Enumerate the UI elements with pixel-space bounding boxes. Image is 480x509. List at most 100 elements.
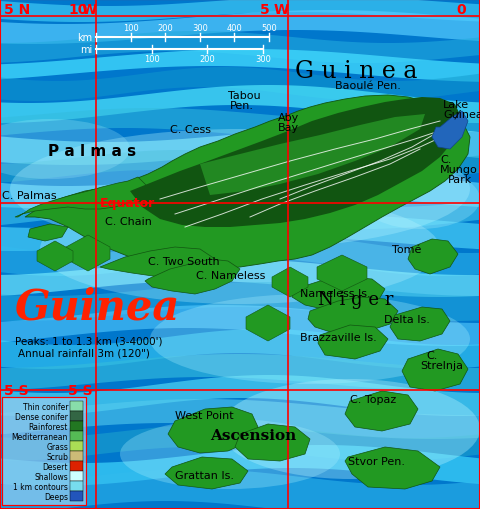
Text: Guinea: Guinea [15,287,180,328]
Text: km: km [77,33,92,43]
Polygon shape [390,307,450,342]
Text: 400: 400 [227,24,242,33]
Text: C. Topaz: C. Topaz [350,394,396,404]
Text: C.: C. [426,350,437,360]
Text: N i g e r: N i g e r [318,291,394,308]
Text: Ascension: Ascension [210,428,296,442]
Text: C. Two South: C. Two South [148,257,220,267]
Polygon shape [0,375,480,416]
Polygon shape [432,112,468,150]
Text: 300: 300 [192,24,208,33]
Polygon shape [0,11,480,45]
Text: C. Nameless: C. Nameless [196,270,265,280]
Bar [70,451,83,461]
Polygon shape [15,178,148,217]
Polygon shape [0,329,480,369]
Text: 300: 300 [255,55,271,64]
Bar [70,491,83,501]
Polygon shape [0,168,480,209]
Bar [70,431,83,441]
Polygon shape [37,242,73,271]
Polygon shape [0,109,480,140]
Text: Guinea: Guinea [443,110,480,120]
Text: Nameless Is.: Nameless Is. [300,289,371,298]
Text: 100: 100 [123,24,138,33]
Bar [70,461,83,471]
Text: G u i n e a: G u i n e a [295,61,418,83]
Text: Grattan Is.: Grattan Is. [175,470,234,480]
Text: Dense conifer: Dense conifer [15,412,68,421]
Polygon shape [408,240,458,274]
Text: 5: 5 [260,3,270,17]
Text: Aby: Aby [278,113,299,123]
Polygon shape [25,96,470,271]
Polygon shape [0,399,480,439]
Polygon shape [272,267,308,297]
Text: 100: 100 [144,55,159,64]
Polygon shape [0,305,480,346]
Text: Deeps: Deeps [44,492,68,501]
Bar [70,421,83,431]
Polygon shape [0,68,480,102]
Text: C.: C. [440,155,451,165]
Text: Strelnja: Strelnja [420,360,463,370]
Polygon shape [235,424,310,461]
Polygon shape [0,0,480,23]
Text: C. Palmas: C. Palmas [2,191,57,201]
Ellipse shape [120,419,340,489]
Polygon shape [292,277,385,312]
Text: Park: Park [448,175,472,185]
Text: C. Chain: C. Chain [105,216,152,227]
Polygon shape [0,215,480,251]
Polygon shape [200,115,425,195]
Ellipse shape [220,379,480,479]
Text: P a l m a s: P a l m a s [48,144,136,159]
Bar [70,441,83,451]
Text: Brazzaville Is.: Brazzaville Is. [300,332,377,343]
Polygon shape [100,247,215,277]
Text: 5 N: 5 N [4,3,30,17]
Text: Mungo: Mungo [440,165,478,175]
Text: Peaks: 1 to 1.3 km (3-4000'): Peaks: 1 to 1.3 km (3-4000') [15,336,163,346]
Polygon shape [0,50,480,82]
Polygon shape [0,86,480,124]
Text: W: W [274,3,289,17]
Polygon shape [308,297,398,335]
Text: Thin conifer: Thin conifer [23,402,68,411]
Ellipse shape [150,294,470,384]
Bar [2,397,86,505]
Text: Baoulé Pen.: Baoulé Pen. [335,81,401,91]
Text: 1 km contours: 1 km contours [13,482,68,491]
Text: Tomé: Tomé [392,244,421,254]
Polygon shape [317,256,367,292]
Text: Grass: Grass [46,442,68,451]
Text: 200: 200 [157,24,173,33]
Text: 500: 500 [261,24,277,33]
Text: 10: 10 [68,3,87,17]
Polygon shape [345,447,440,489]
Ellipse shape [360,169,480,230]
Polygon shape [0,236,480,276]
Polygon shape [318,325,388,359]
Text: Desert: Desert [43,462,68,471]
Polygon shape [345,391,418,431]
Text: Delta Is.: Delta Is. [384,315,430,324]
Bar [70,401,83,411]
Polygon shape [168,407,258,453]
Polygon shape [145,260,240,294]
Text: Shallows: Shallows [34,472,68,481]
Bar [70,481,83,491]
Polygon shape [0,445,480,486]
Text: mi: mi [80,45,92,55]
Text: Equator: Equator [100,197,155,210]
Text: Lake: Lake [443,100,469,110]
Polygon shape [0,191,480,230]
Text: West Point: West Point [175,410,234,420]
Bar [2,397,86,505]
Ellipse shape [40,194,440,304]
Text: Pen.: Pen. [230,101,254,111]
Polygon shape [0,424,480,461]
Text: W: W [82,3,97,17]
Polygon shape [0,469,480,509]
Polygon shape [130,98,462,228]
